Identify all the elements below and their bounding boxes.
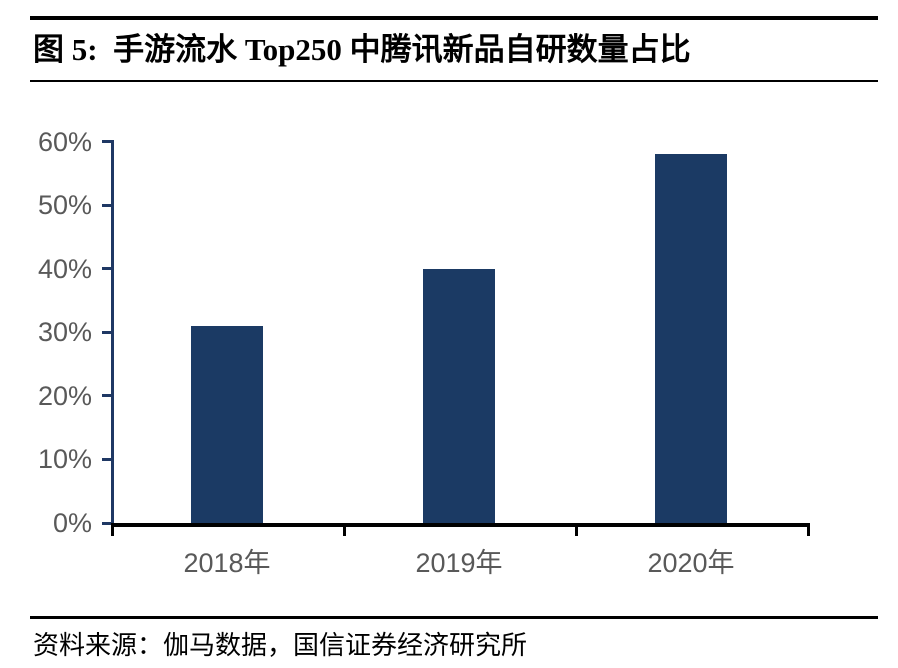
y-axis — [111, 139, 114, 533]
y-axis-label: 50% — [37, 190, 92, 221]
title-rule — [30, 80, 878, 82]
x-axis-label: 2019年 — [415, 548, 503, 578]
y-axis-label: 20% — [37, 380, 92, 411]
y-axis-label: 10% — [37, 444, 92, 475]
y-axis-tick — [102, 203, 111, 207]
bar-2018年 — [191, 325, 263, 523]
x-axis-tick — [343, 523, 346, 536]
x-axis-tick — [111, 523, 114, 536]
y-axis-tick — [102, 457, 111, 461]
y-axis-tick — [102, 330, 111, 334]
y-axis-tick — [102, 140, 111, 143]
y-axis-tick — [102, 267, 111, 271]
y-axis-label: 30% — [37, 317, 92, 348]
y-axis-label: 0% — [52, 508, 92, 538]
bar-2019年 — [423, 268, 495, 523]
x-axis-label: 2020年 — [647, 548, 735, 578]
source-note: 资料来源：伽马数据，国信证券经济研究所 — [33, 631, 528, 660]
top-rule — [30, 16, 878, 20]
y-axis-tick — [102, 521, 111, 525]
footer-rule — [30, 616, 878, 619]
x-axis-label: 2018年 — [183, 548, 271, 578]
bar-2020年 — [655, 154, 727, 523]
x-axis-tick — [807, 523, 810, 536]
x-axis-tick — [575, 523, 578, 536]
y-axis-tick — [102, 394, 111, 398]
y-axis-label: 40% — [37, 253, 92, 284]
x-axis — [111, 523, 810, 527]
y-axis-label: 60% — [37, 126, 92, 157]
figure-title: 图 5: 手游流水 Top250 中腾讯新品自研数量占比 — [33, 32, 691, 67]
